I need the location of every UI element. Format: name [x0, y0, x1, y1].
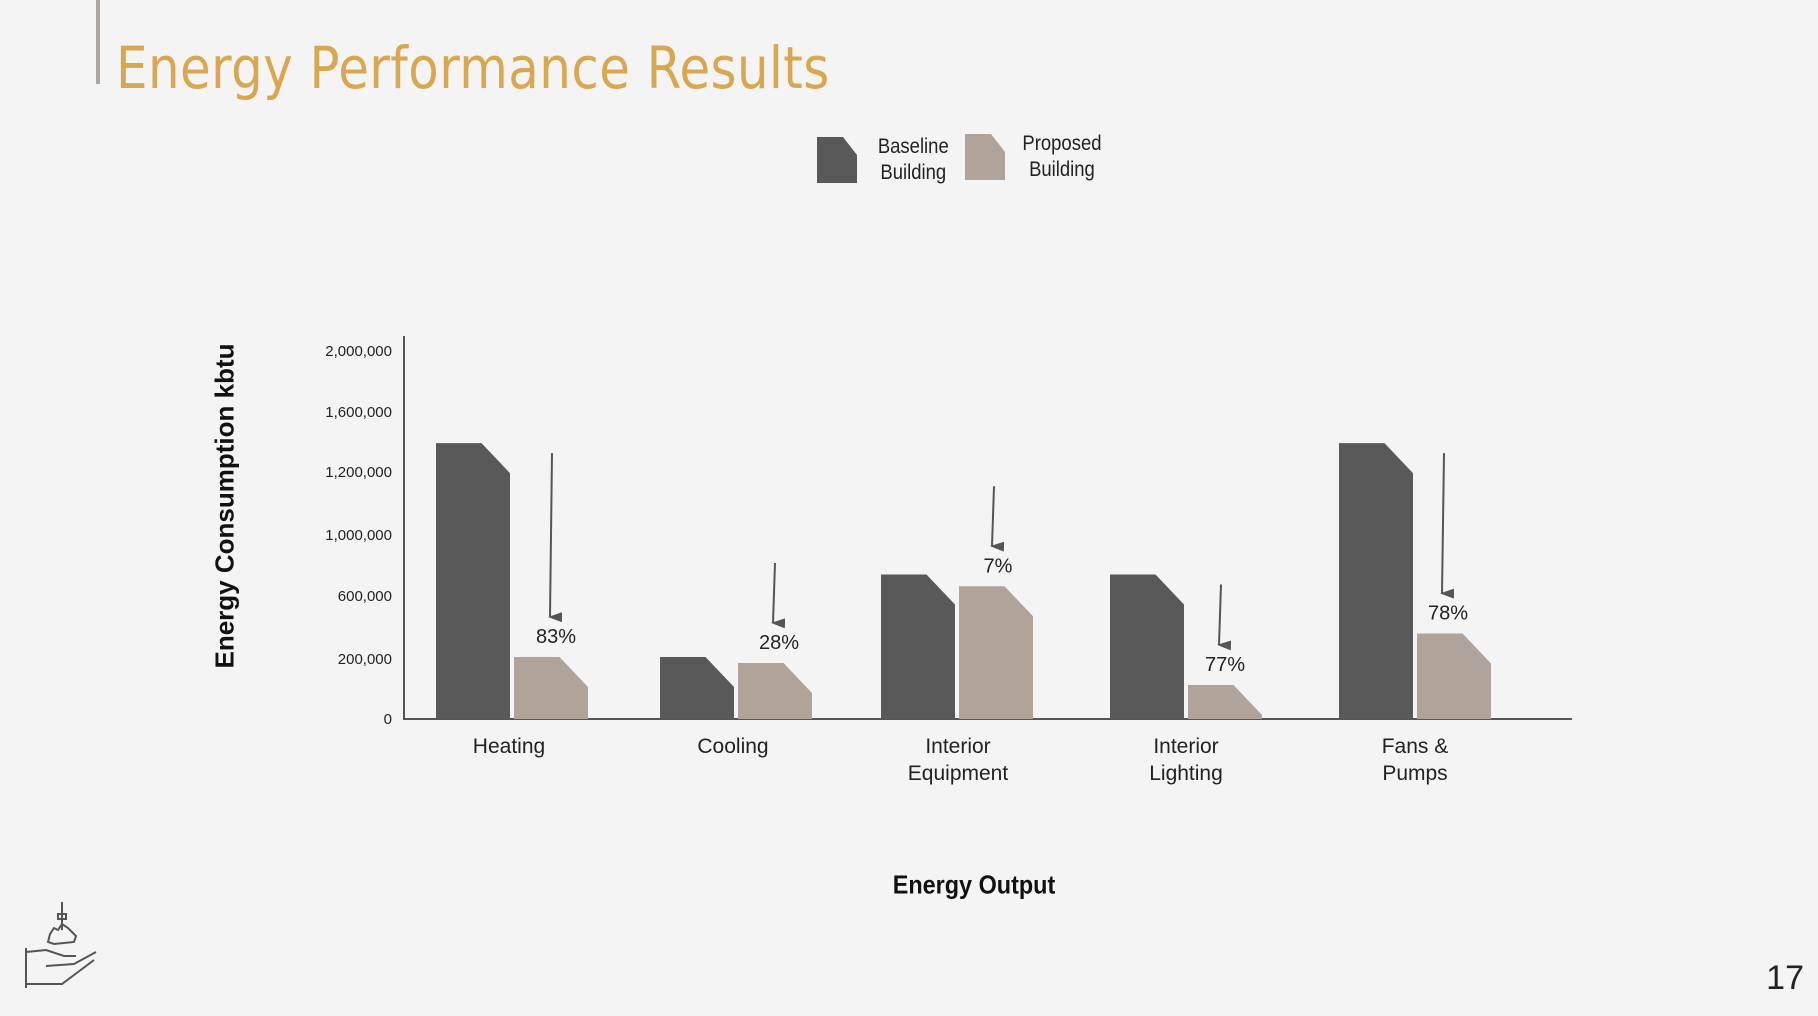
page-number: 17 [1766, 959, 1804, 997]
y-tick-label: 600,000 [338, 588, 392, 605]
y-tick-label: 0 [384, 711, 392, 728]
bar-baseline [1110, 574, 1184, 719]
bar-baseline [881, 574, 955, 719]
bar-baseline [1339, 443, 1413, 719]
category-label-line1: Interior [1153, 735, 1219, 758]
category-label: Interior Equipment [908, 733, 1008, 787]
reduction-arrow [771, 562, 786, 629]
legend-swatch-proposed [965, 134, 1005, 180]
legend-swatch-baseline [817, 137, 857, 183]
y-tick-label: 2,000,000 [325, 343, 392, 360]
legend-item-proposed: Proposed Building [965, 131, 1107, 183]
category-label-line1: Fans & [1381, 735, 1449, 758]
y-tick-label: 1,600,000 [325, 404, 392, 421]
y-tick-label: 1,200,000 [325, 464, 392, 481]
legend-label-proposed: Proposed Building [1022, 131, 1101, 183]
bar-proposed [1188, 685, 1262, 719]
legend-label-proposed-line2: Building [1029, 158, 1095, 181]
category-label: Interior Lighting [1149, 733, 1223, 787]
category-label-line2: Equipment [907, 762, 1009, 785]
category-label-line2: Pumps [1382, 762, 1448, 785]
reduction-arrow [990, 486, 1005, 552]
title-accent-rule [96, 0, 100, 84]
hand-holding-city-icon [25, 902, 97, 988]
reduction-label: 83% [536, 626, 576, 648]
y-tick-label: 200,000 [338, 651, 392, 668]
y-axis-label: Energy Consumption kbtu [209, 343, 240, 669]
reduction-label: 77% [1205, 654, 1245, 676]
reduction-arrows [548, 453, 1455, 651]
y-tick-label: 1,000,000 [325, 527, 392, 544]
category-label: Fans & Pumps [1382, 733, 1449, 787]
reduction-labels: 83% 28% 7% 77% 78% [536, 555, 1468, 676]
bars [436, 443, 1491, 719]
category-label-line1: Cooling [697, 735, 769, 758]
legend-label-proposed-line1: Proposed [1022, 132, 1102, 155]
page-title: Energy Performance Results [116, 34, 830, 102]
x-axis-label: Energy Output [892, 869, 1056, 900]
legend-label-baseline-line1: Baseline [877, 135, 949, 158]
category-label-line1: Interior [925, 735, 991, 758]
bar-proposed [959, 586, 1033, 719]
category-label-line1: Heating [472, 735, 546, 758]
reduction-arrow [1217, 584, 1232, 651]
bar-baseline [436, 443, 510, 719]
reduction-label: 7% [984, 555, 1013, 577]
bar-proposed [514, 657, 588, 719]
reduction-arrow [1440, 453, 1455, 599]
bar-proposed [1417, 633, 1491, 719]
category-label-line2: Lighting [1149, 762, 1223, 785]
category-label: Cooling [697, 733, 768, 760]
bar-proposed [738, 662, 812, 719]
reduction-label: 78% [1428, 602, 1468, 624]
legend-label-baseline-line2: Building [880, 161, 947, 184]
bar-baseline [660, 657, 734, 719]
reduction-label: 28% [759, 632, 799, 654]
legend-label-baseline: Baseline Building [878, 134, 949, 186]
reduction-arrow [548, 453, 563, 623]
legend-item-baseline: Baseline Building [817, 134, 954, 186]
category-label: Heating [473, 733, 545, 760]
y-tick-labels: 0 200,000 600,000 1,000,000 1,200,000 1,600,0… [325, 343, 392, 728]
